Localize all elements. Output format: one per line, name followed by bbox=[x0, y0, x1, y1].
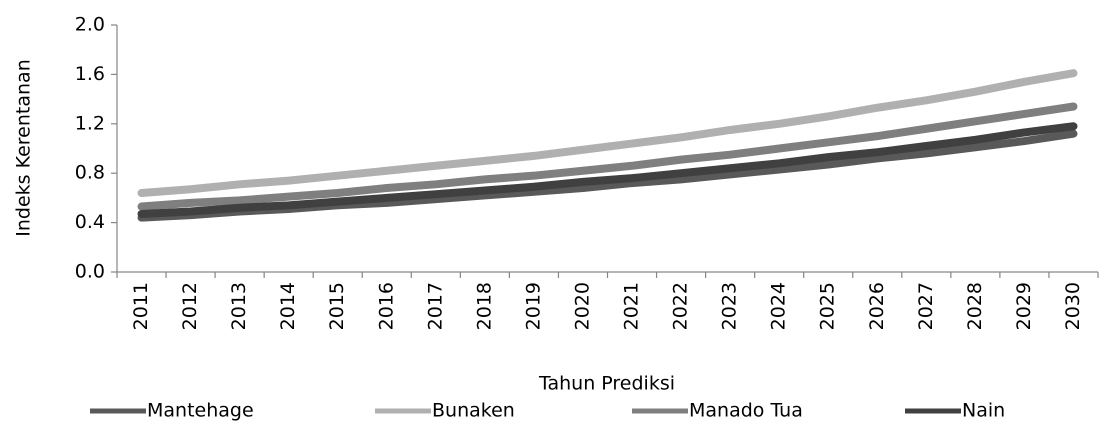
x-tick-label: 2025 bbox=[817, 282, 839, 330]
y-tick-label: 0.8 bbox=[75, 162, 105, 184]
x-tick-label: 2014 bbox=[277, 282, 299, 330]
x-tick-label: 2019 bbox=[522, 282, 544, 330]
x-tick-label: 2020 bbox=[571, 282, 593, 330]
x-tick-label: 2023 bbox=[719, 282, 741, 330]
x-tick-label: 2022 bbox=[670, 282, 692, 330]
x-tick-label: 2024 bbox=[768, 282, 790, 330]
series-line bbox=[137, 102, 1078, 211]
legend-label: Manado Tua bbox=[689, 400, 803, 422]
y-axis-title: Indeks Kerentanan bbox=[13, 59, 35, 237]
x-tick-label: 2030 bbox=[1062, 282, 1084, 330]
legend-label: Mantehage bbox=[147, 400, 254, 422]
legend-label: Bunaken bbox=[432, 400, 515, 422]
x-tick-label: 2026 bbox=[866, 282, 888, 330]
y-tick-label: 1.6 bbox=[75, 63, 105, 85]
series-line bbox=[137, 122, 1078, 218]
y-tick-label: 2.0 bbox=[75, 14, 105, 36]
series-line bbox=[137, 69, 1078, 197]
x-tick-label: 2016 bbox=[375, 282, 397, 330]
x-tick-label: 2028 bbox=[964, 282, 986, 330]
x-tick-label: 2018 bbox=[473, 282, 495, 330]
x-tick-label: 2017 bbox=[424, 282, 446, 330]
x-tick-label: 2012 bbox=[179, 282, 201, 330]
legend-label: Nain bbox=[962, 400, 1005, 422]
x-tick-label: 2015 bbox=[326, 282, 348, 330]
y-tick-label: 1.2 bbox=[75, 112, 105, 134]
y-tick-label: 0.0 bbox=[75, 261, 105, 283]
x-tick-label: 2029 bbox=[1013, 282, 1035, 330]
x-tick-label: 2011 bbox=[130, 282, 152, 330]
x-axis-title: Tahun Prediksi bbox=[538, 373, 675, 395]
y-tick-label: 0.4 bbox=[75, 211, 105, 233]
x-tick-label: 2013 bbox=[228, 282, 250, 330]
x-tick-label: 2027 bbox=[915, 282, 937, 330]
x-tick-label: 2021 bbox=[621, 282, 643, 330]
